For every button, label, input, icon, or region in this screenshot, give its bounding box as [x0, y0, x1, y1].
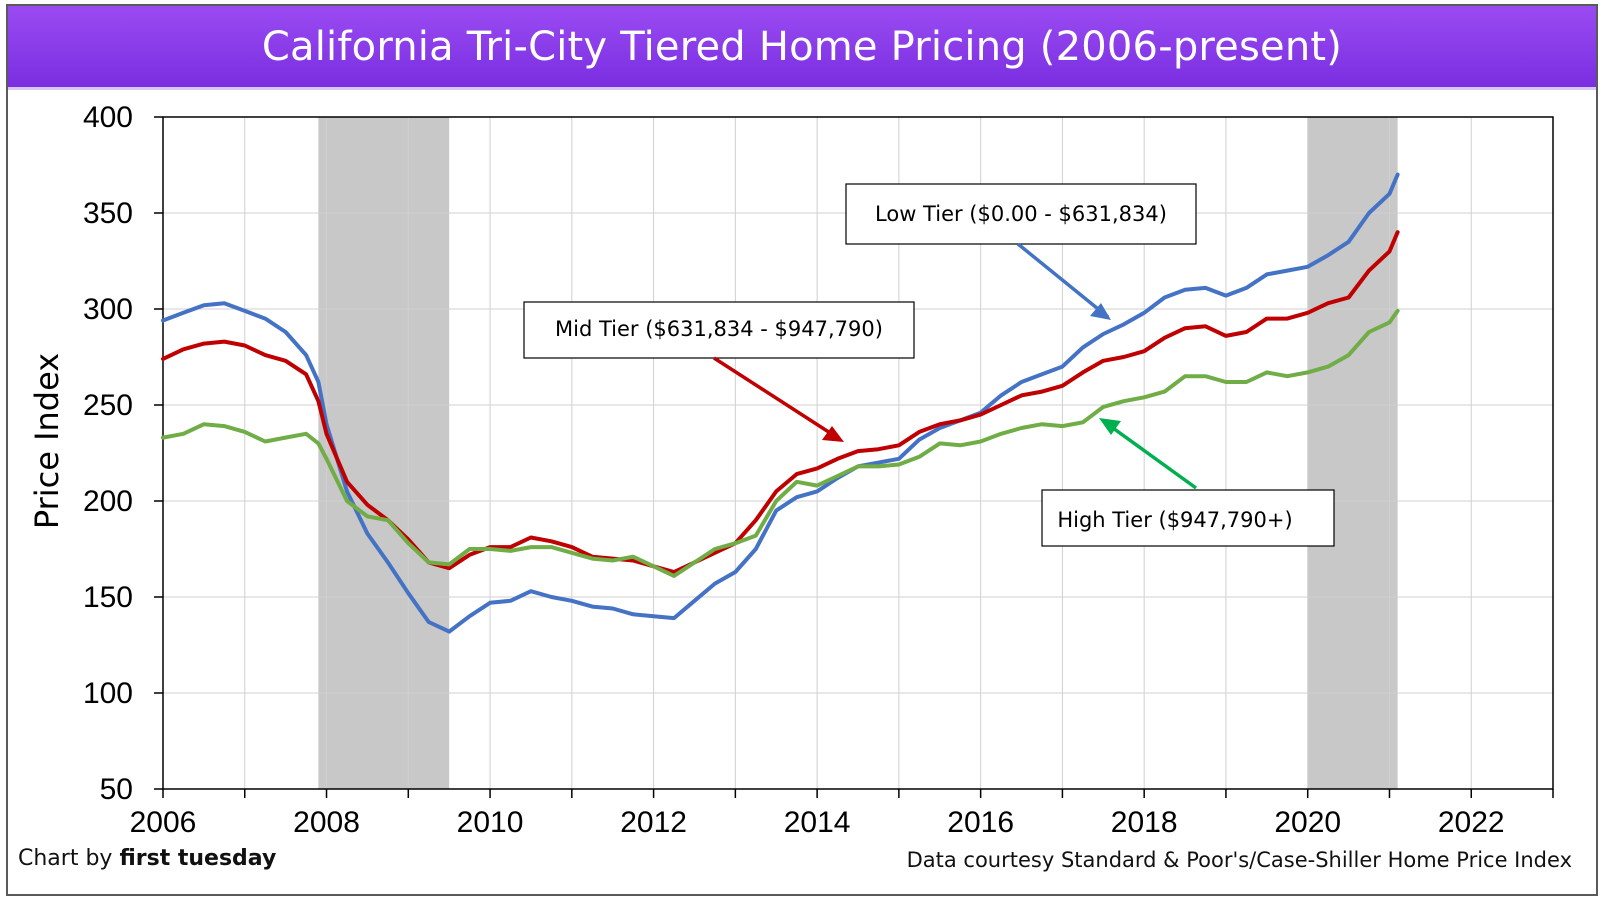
- annotation-high-tier-box: [1041, 489, 1335, 547]
- axis-ticks: 2006 2008 2010 2012 2014 2016 2018 2020 2022 50 10…: [83, 101, 1554, 839]
- annotation-low-tier-box: [845, 183, 1197, 245]
- annotation-mid-tier: Mid Tier ($631,834 - $947,790): [523, 301, 915, 442]
- annotation-mid-tier-text: Mid Tier ($631,834 - $947,790): [555, 317, 883, 341]
- x-tick-label-2006: 2006: [130, 806, 197, 839]
- x-tick-label-2020: 2020: [1274, 806, 1341, 839]
- recession-bands: [318, 117, 1398, 789]
- chart-credit-brand: first tuesday: [119, 846, 277, 871]
- series-line-mid: [161, 230, 1400, 574]
- annotation-mid-tier-arrowhead: [822, 426, 844, 442]
- x-tick-label-2014: 2014: [784, 806, 851, 839]
- x-tick-label-2016: 2016: [947, 806, 1014, 839]
- x-tick-label-2012: 2012: [620, 806, 687, 839]
- annotation-high-tier-arrowhead: [1099, 418, 1121, 435]
- annotation-low-tier: Low Tier ($0.00 - $631,834): [845, 183, 1197, 320]
- series-lines: [161, 172, 1400, 634]
- chart-credit-prefix: Chart by: [18, 846, 120, 871]
- annotation-mid-tier-box: [523, 301, 915, 359]
- x-tick-label-2022: 2022: [1438, 806, 1505, 839]
- chart-credit: Chart by first tuesday: [18, 846, 276, 871]
- y-tick-label-50: 50: [100, 773, 133, 806]
- y-tick-label-200: 200: [83, 485, 133, 518]
- x-tick-label-2008: 2008: [293, 806, 360, 839]
- y-tick-label-250: 250: [83, 389, 133, 422]
- annotation-high-tier: High Tier ($947,790+): [1041, 418, 1335, 547]
- series-line-high: [161, 308, 1400, 578]
- y-tick-label-100: 100: [83, 677, 133, 710]
- y-tick-label-400: 400: [83, 101, 133, 134]
- plot-area-border: [162, 116, 1554, 790]
- title-bar: California Tri-City Tiered Home Pricing …: [8, 6, 1596, 90]
- data-source-note: Data courtesy Standard & Poor's/Case-Shi…: [906, 848, 1572, 872]
- recession-band-0: [318, 117, 450, 789]
- y-axis-label: Price Index: [28, 353, 66, 529]
- y-tick-label-350: 350: [83, 197, 133, 230]
- annotation-high-tier-text: High Tier ($947,790+): [1057, 508, 1292, 532]
- y-tick-label-300: 300: [83, 293, 133, 326]
- x-tick-label-2010: 2010: [457, 806, 524, 839]
- chart-title: California Tri-City Tiered Home Pricing …: [261, 23, 1343, 70]
- recession-band-1: [1307, 117, 1398, 789]
- annotation-low-tier-text: Low Tier ($0.00 - $631,834): [875, 202, 1167, 226]
- y-tick-label-150: 150: [83, 581, 133, 614]
- x-tick-label-2018: 2018: [1111, 806, 1178, 839]
- annotation-mid-tier-arrow: [713, 356, 839, 440]
- annotation-low-tier-arrowhead: [1090, 303, 1111, 320]
- annotation-low-tier-arrow: [1016, 242, 1110, 319]
- annotation-high-tier-arrow: [1104, 421, 1198, 490]
